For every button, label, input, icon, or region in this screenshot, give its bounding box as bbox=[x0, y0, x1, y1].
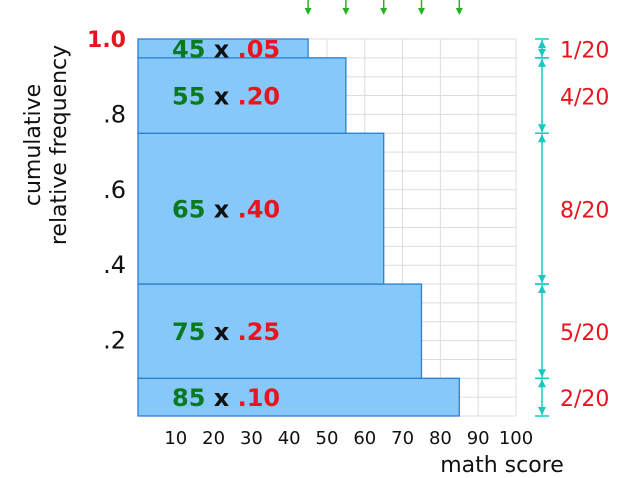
bar-labels: 85 x .10 75 x .25 65 x .40 55 x .20 45 x .05 bbox=[172, 35, 280, 412]
bar-product-label: 75 x .25 bbox=[172, 318, 280, 346]
x-tick-label: 10 bbox=[164, 428, 187, 449]
bars bbox=[137, 38, 460, 417]
times-sign: x bbox=[205, 318, 237, 346]
bar-score-value: 65 bbox=[172, 196, 205, 224]
bar-relative-frequency: .40 bbox=[238, 196, 281, 224]
arrow-down-icon bbox=[538, 48, 546, 57]
times-sign: x bbox=[205, 35, 237, 63]
x-tick-label: 20 bbox=[202, 428, 225, 449]
fraction-label: 4/20 bbox=[560, 86, 609, 111]
fraction-label: 1/20 bbox=[560, 38, 609, 63]
y-tick-label: .4 bbox=[103, 251, 126, 279]
fraction-label: 2/20 bbox=[560, 387, 609, 412]
bar-score-value: 55 bbox=[172, 83, 205, 111]
top-arrows bbox=[304, 0, 463, 15]
bar-score-value: 75 bbox=[172, 318, 205, 346]
y-axis-label-line-2: relative frequency bbox=[47, 45, 72, 245]
fraction-label: 8/20 bbox=[560, 199, 609, 224]
fraction-label: 5/20 bbox=[560, 321, 609, 346]
bar-relative-frequency: .10 bbox=[238, 384, 281, 412]
bar-score-value: 45 bbox=[172, 35, 205, 63]
bar-product-label: 55 x .20 bbox=[172, 83, 280, 111]
down-arrow-head-icon bbox=[418, 8, 425, 15]
bar-75 bbox=[137, 283, 423, 379]
x-tick-label: 60 bbox=[353, 428, 376, 449]
bar-relative-frequency: .25 bbox=[238, 318, 281, 346]
y-tick-label: .8 bbox=[103, 100, 126, 128]
arrow-up-icon bbox=[538, 379, 546, 388]
arrow-down-icon bbox=[538, 369, 546, 378]
x-tick-label: 80 bbox=[429, 428, 452, 449]
arrow-up-icon bbox=[538, 40, 546, 48]
bar-relative-frequency: .05 bbox=[238, 35, 281, 63]
times-sign: x bbox=[205, 83, 237, 111]
y-tick-label: .2 bbox=[103, 327, 126, 355]
bar-product-label: 65 x .40 bbox=[172, 196, 280, 224]
down-arrow-head-icon bbox=[380, 8, 388, 15]
bar-score-value: 85 bbox=[172, 384, 205, 412]
down-arrow-head-icon bbox=[304, 8, 312, 15]
arrow-down-icon bbox=[538, 124, 546, 133]
x-tick-label: 50 bbox=[316, 428, 339, 449]
arrow-down-icon bbox=[538, 275, 546, 284]
x-axis-label: math score bbox=[440, 453, 564, 478]
y-axis-label-line-1: cumulative bbox=[21, 84, 46, 206]
bar-relative-frequency: .20 bbox=[238, 83, 281, 111]
arrow-up-icon bbox=[538, 58, 546, 67]
bar-65 bbox=[137, 132, 385, 285]
down-arrow-head-icon bbox=[455, 8, 463, 15]
y-tick-label: .6 bbox=[103, 176, 126, 204]
bar-product-label: 45 x .05 bbox=[172, 35, 280, 63]
arrow-down-icon bbox=[538, 407, 546, 415]
x-tick-label: 70 bbox=[391, 428, 414, 449]
x-tick-label: 90 bbox=[467, 428, 490, 449]
times-sign: x bbox=[205, 196, 237, 224]
x-tick-label: 40 bbox=[278, 428, 301, 449]
times-sign: x bbox=[205, 384, 237, 412]
bar-55 bbox=[137, 57, 347, 134]
x-tick-label: 30 bbox=[240, 428, 263, 449]
down-arrow-head-icon bbox=[342, 8, 350, 15]
arrow-up-icon bbox=[538, 134, 546, 143]
arrow-up-icon bbox=[538, 285, 546, 294]
x-tick-labels: 10 20 30 40 50 60 70 80 90 100 bbox=[164, 428, 533, 449]
fraction-brackets: 2/20 5/20 8/20 4/20 1/20 bbox=[535, 38, 609, 417]
y-tick-label: 1.0 bbox=[87, 28, 126, 53]
bar-product-label: 85 x .10 bbox=[172, 384, 280, 412]
bar-45 bbox=[137, 38, 309, 59]
x-tick-label: 100 bbox=[499, 428, 533, 449]
y-tick-labels: .2 .4 .6 .8 1.0 bbox=[87, 28, 126, 355]
y-axis-label: cumulative relative frequency bbox=[21, 45, 72, 245]
